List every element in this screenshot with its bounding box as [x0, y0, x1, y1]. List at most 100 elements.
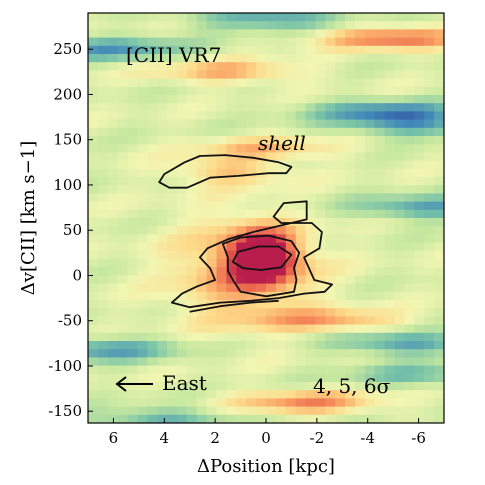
heatmap-cell	[364, 234, 376, 244]
heatmap-cell	[157, 45, 168, 55]
heatmap-cell	[196, 365, 208, 375]
heatmap-cell	[414, 398, 425, 408]
heatmap-cell	[196, 111, 208, 121]
heatmap-cell	[256, 177, 267, 186]
heatmap-cell	[404, 144, 415, 153]
heatmap-cell	[305, 136, 317, 145]
heatmap-cell	[88, 283, 99, 293]
heatmap-cell	[335, 365, 346, 375]
heatmap-cell	[206, 70, 218, 80]
heatmap-cell	[315, 152, 326, 162]
heatmap-cell	[177, 13, 188, 22]
heatmap-cell	[137, 341, 148, 350]
heatmap-cell	[384, 218, 396, 227]
heatmap-cell	[147, 111, 158, 121]
heatmap-cell	[434, 414, 444, 423]
heatmap-cell	[424, 242, 435, 252]
heatmap-cell	[196, 226, 208, 235]
heatmap-cell	[256, 390, 267, 399]
heatmap-cell	[384, 201, 396, 211]
heatmap-cell	[88, 62, 99, 71]
heatmap-cell	[404, 209, 415, 219]
heatmap-cell	[246, 160, 257, 170]
heatmap-cell	[266, 160, 277, 170]
heatmap-cell	[88, 152, 99, 162]
heatmap-cell	[275, 136, 287, 145]
heatmap-cell	[394, 226, 406, 235]
heatmap-cell	[157, 144, 168, 153]
heatmap-cell	[216, 70, 228, 80]
heatmap-cell	[424, 234, 435, 244]
heatmap-cell	[305, 54, 317, 63]
heatmap-cell	[275, 78, 287, 88]
heatmap-cell	[384, 341, 396, 350]
heatmap-cell	[266, 136, 277, 145]
heatmap-cell	[266, 86, 277, 96]
heatmap-cell	[384, 250, 396, 260]
heatmap-cell	[295, 185, 307, 194]
heatmap-cell	[246, 111, 257, 121]
heatmap-cell	[424, 21, 435, 30]
heatmap-cell	[236, 259, 247, 268]
heatmap-cell	[137, 267, 148, 276]
heatmap-cell	[325, 62, 336, 71]
heatmap-cell	[97, 250, 109, 260]
heatmap-cell	[266, 332, 277, 342]
heatmap-cell	[216, 218, 228, 227]
heatmap-cell	[424, 45, 435, 55]
heatmap-cell	[107, 398, 119, 408]
heatmap-cell	[404, 283, 415, 293]
heatmap-cell	[137, 398, 148, 408]
heatmap-cell	[147, 332, 158, 342]
heatmap-cell	[177, 152, 188, 162]
heatmap-cell	[325, 103, 336, 112]
heatmap-cell	[147, 78, 158, 88]
heatmap-cell	[177, 201, 188, 211]
heatmap-cell	[295, 283, 307, 293]
heatmap-cell	[117, 62, 129, 71]
heatmap-cell	[167, 291, 178, 301]
heatmap-cell	[107, 357, 119, 367]
heatmap-cell	[246, 250, 257, 260]
heatmap-cell	[374, 308, 386, 317]
heatmap-cell	[325, 267, 336, 276]
heatmap-cell	[167, 185, 178, 194]
heatmap-cell	[256, 308, 267, 317]
heatmap-cell	[216, 152, 228, 162]
heatmap-cell	[295, 193, 307, 203]
heatmap-cell	[206, 406, 218, 416]
heatmap-cell	[206, 259, 218, 268]
heatmap-cell	[364, 185, 376, 194]
heatmap-cell	[434, 201, 444, 211]
heatmap-cell	[186, 324, 198, 334]
heatmap-cell	[226, 177, 237, 186]
heatmap-cell	[394, 29, 406, 39]
heatmap-cell	[226, 324, 237, 334]
heatmap-cell	[374, 242, 386, 252]
heatmap-cell	[345, 414, 356, 423]
heatmap-cell	[196, 332, 208, 342]
heatmap-cell	[364, 275, 376, 285]
heatmap-cell	[266, 127, 277, 137]
heatmap-cell	[394, 341, 406, 350]
heatmap-cell	[137, 29, 148, 39]
heatmap-cell	[206, 62, 218, 71]
heatmap-cell	[384, 54, 396, 63]
heatmap-cell	[107, 226, 119, 235]
heatmap-cell	[305, 250, 317, 260]
heatmap-cell	[186, 250, 198, 260]
heatmap-cell	[177, 45, 188, 55]
heatmap-cell	[206, 201, 218, 211]
heatmap-cell	[275, 70, 287, 80]
heatmap-cell	[345, 398, 356, 408]
heatmap-cell	[216, 226, 228, 235]
heatmap-cell	[117, 259, 129, 268]
heatmap-cell	[196, 308, 208, 317]
heatmap-cell	[107, 13, 119, 22]
heatmap-cell	[374, 341, 386, 350]
heatmap-cell	[216, 13, 228, 22]
heatmap-cell	[404, 13, 415, 22]
heatmap-cell	[246, 218, 257, 227]
heatmap-cell	[275, 275, 287, 285]
heatmap-cell	[137, 78, 148, 88]
